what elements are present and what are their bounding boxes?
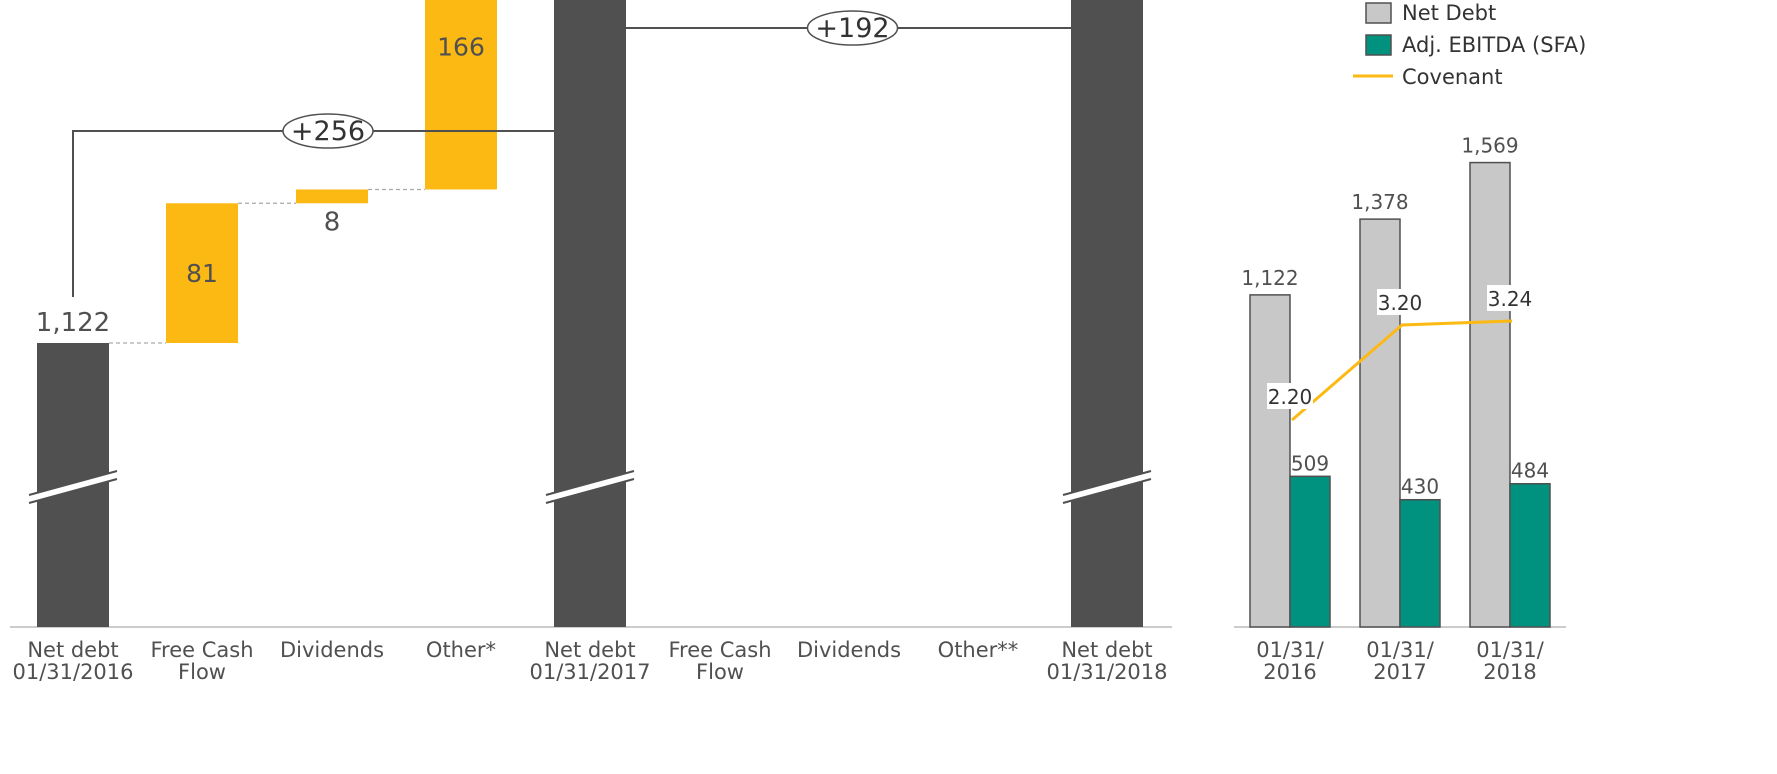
waterfall-category-label: Net debt	[1061, 638, 1152, 662]
waterfall-category-label: 01/31/2017	[529, 660, 650, 684]
waterfall-category-label: Flow	[178, 660, 226, 684]
covenant-label-bg	[1377, 289, 1423, 315]
bracket-label-oval	[806, 10, 899, 46]
ebitda-value-label: 509	[1291, 451, 1329, 475]
waterfall-bar-delta	[166, 203, 238, 343]
axis-break-line	[545, 478, 635, 504]
waterfall-bar-delta	[425, 0, 497, 190]
axis-break-marker	[29, 471, 117, 503]
waterfall-category-label: 01/31/2018	[1046, 660, 1167, 684]
waterfall-category-label: Net debt	[544, 638, 635, 662]
waterfall-value-label: 166	[437, 32, 485, 61]
axis-break-line	[28, 470, 118, 496]
waterfall-category-label: Free Cash	[150, 638, 253, 662]
axis-break-line	[28, 478, 118, 504]
combo-category-label: 01/31/	[1366, 638, 1435, 662]
change-bracket: +192	[597, 10, 1114, 160]
net-debt-bar	[1359, 218, 1401, 628]
covenant-value-label: 3.20	[1378, 291, 1423, 315]
bracket-change-label: +256	[291, 116, 365, 147]
bracket-arrowhead	[1100, 40, 1114, 54]
combo-category-label: 2016	[1263, 660, 1316, 684]
bracket-label-oval	[282, 113, 374, 149]
ebitda-bar	[1509, 482, 1551, 628]
axis-break-marker	[546, 471, 634, 503]
bracket-line	[597, 27, 1108, 160]
waterfall-value-label: 1,122	[36, 308, 110, 338]
bracket-change-label: +192	[815, 13, 889, 44]
net-debt-bar	[1469, 161, 1511, 628]
covenant-label-bg	[1267, 383, 1313, 409]
waterfall-category-label: 01/31/2016	[12, 660, 133, 684]
ebitda-value-label: 430	[1401, 475, 1439, 499]
waterfall-category-label: Other*	[426, 638, 496, 662]
legend-label-net-debt: Net Debt	[1402, 1, 1496, 25]
waterfall-category-label: Dividends	[797, 638, 901, 662]
combo-category-label: 01/31/	[1476, 638, 1545, 662]
waterfall-category-label: Dividends	[280, 638, 384, 662]
waterfall-category-label: Other**	[938, 638, 1019, 662]
change-bracket: +256	[72, 113, 590, 297]
ebitda-bar	[1289, 475, 1331, 628]
waterfall-category-label: Net debt	[27, 638, 118, 662]
ebitda-value-label: 484	[1511, 459, 1549, 483]
waterfall-category-label: Flow	[696, 660, 744, 684]
waterfall-category-label: Free Cash	[668, 638, 771, 662]
waterfall-bar-total	[1071, 0, 1143, 627]
axis-break-line	[1062, 478, 1152, 504]
waterfall-plot: 1,1228181661,3789101721,569Net debt01/31…	[10, 0, 1172, 684]
waterfall-bar-total	[554, 0, 626, 627]
covenant-value-label: 3.24	[1488, 287, 1533, 311]
covenant-value-label: 2.20	[1268, 385, 1313, 409]
waterfall-bar-delta	[296, 189, 368, 204]
legend-swatch-ebitda	[1365, 34, 1392, 56]
axis-break-line	[1062, 470, 1152, 496]
waterfall-value-label: 8	[324, 207, 341, 237]
legend-label-covenant: Covenant	[1402, 65, 1503, 89]
axis-break-marker	[1063, 471, 1151, 503]
combo-category-label: 2018	[1483, 660, 1536, 684]
net-debt-value-label: 1,122	[1241, 266, 1298, 290]
covenant-line	[1291, 319, 1513, 422]
net-debt-bar	[1249, 294, 1291, 628]
combo-category-label: 2017	[1373, 660, 1426, 684]
legend-swatch-net-debt	[1365, 2, 1392, 24]
ebitda-bar	[1399, 498, 1441, 628]
bracket-arrowhead	[576, 143, 590, 157]
net-debt-value-label: 1,569	[1461, 134, 1518, 158]
axis-break-line	[545, 470, 635, 496]
legend-label-ebitda: Adj. EBITDA (SFA)	[1402, 33, 1586, 57]
waterfall-value-label: 81	[186, 259, 218, 288]
covenant-label-bg	[1487, 285, 1533, 311]
net-debt-vs-ebitda-chart: 1,122 509 01/31/2016 1,378 430 01/31/2017 1,56…	[1234, 1, 1586, 684]
combo-category-label: 01/31/	[1256, 638, 1325, 662]
legend: Net Debt Adj. EBITDA (SFA) Covenant	[1353, 1, 1586, 89]
net-debt-value-label: 1,378	[1351, 190, 1408, 214]
